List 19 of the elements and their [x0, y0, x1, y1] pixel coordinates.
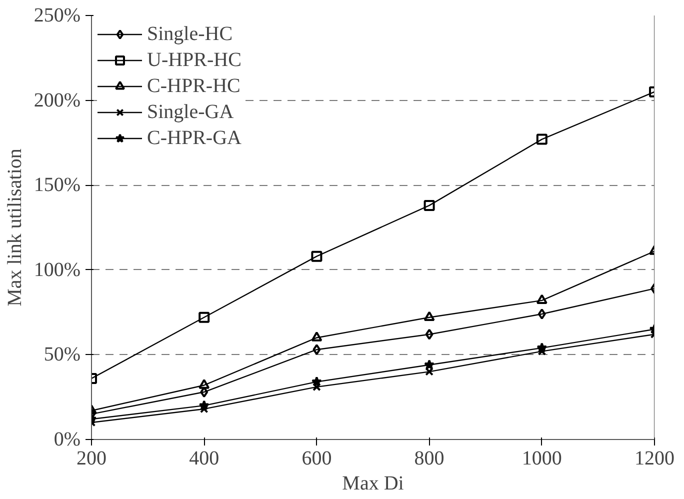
- legend-label: Single-HC: [147, 22, 233, 46]
- y-tick-label: 150%: [34, 174, 81, 196]
- legend-label: U-HPR-HC: [147, 48, 242, 72]
- y-tick-label: 100%: [34, 258, 81, 281]
- x-axis-title: Max Di: [342, 472, 404, 494]
- x-tick-label: 800: [414, 448, 444, 470]
- x-tick-label: 400: [189, 448, 220, 470]
- x-tick-label: 1000: [522, 448, 562, 470]
- y-tick-label: 50%: [44, 344, 81, 366]
- x-tick-label: 200: [76, 448, 106, 470]
- x-tick-label: 600: [302, 448, 332, 470]
- y-tick-label: 200%: [34, 89, 81, 112]
- y-tick-label: 250%: [34, 4, 81, 26]
- y-tick-label: 0%: [54, 428, 81, 450]
- legend-label: C-HPR-GA: [147, 126, 242, 150]
- x-tick-label: 1200: [634, 448, 674, 470]
- legend-label: Single-GA: [147, 100, 234, 124]
- y-axis-title: Max link utilisation: [4, 148, 26, 306]
- legend-label: C-HPR-HC: [147, 74, 240, 98]
